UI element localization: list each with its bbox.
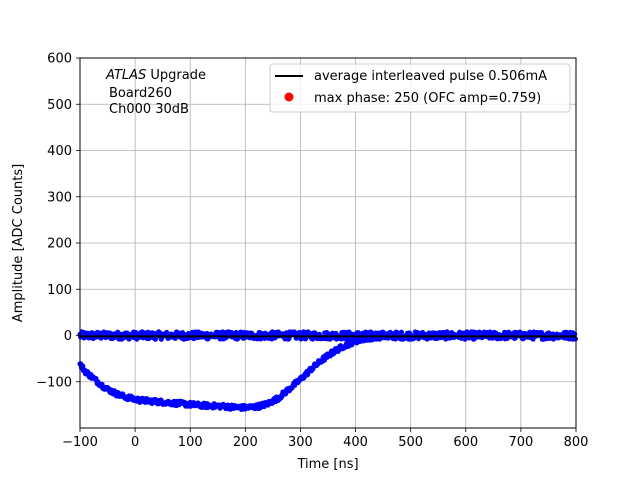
scatter-points xyxy=(77,329,578,413)
y-tick-label: −100 xyxy=(36,375,72,390)
legend-box xyxy=(269,63,571,113)
x-tick-label: 800 xyxy=(564,435,589,450)
x-tick-label: 700 xyxy=(508,435,533,450)
x-tick-label: 0 xyxy=(131,435,139,450)
y-tick-label: 300 xyxy=(47,190,72,205)
annotation-line-1: ATLAS Upgrade xyxy=(105,68,206,83)
y-tick-label: 400 xyxy=(47,144,72,159)
baseline-point xyxy=(398,329,405,335)
legend-entry-average-pulse: average interleaved pulse 0.506mA xyxy=(314,69,547,84)
baseline-point xyxy=(572,336,578,342)
x-tick-label: 300 xyxy=(288,435,313,450)
legend-marker-swatch xyxy=(284,92,294,102)
y-tick-label: 500 xyxy=(47,98,72,113)
y-tick-label: 100 xyxy=(47,283,72,298)
legend-entry-max-phase: max phase: 250 (OFC amp=0.759) xyxy=(314,91,541,106)
x-axis-label: Time [ns] xyxy=(296,457,358,472)
annotation-line-3: Ch000 30dB xyxy=(109,102,189,117)
y-axis-ticks: −100 0 100 200 300 400 500 600 xyxy=(36,52,80,390)
legend: average interleaved pulse 0.506mA max ph… xyxy=(269,63,571,113)
annotation-atlas: ATLAS xyxy=(105,68,146,83)
annotation-line-2: Board260 xyxy=(109,86,172,101)
x-tick-label: 200 xyxy=(233,435,258,450)
annotation-upgrade: Upgrade xyxy=(146,68,206,83)
x-tick-label: 400 xyxy=(343,435,368,450)
y-tick-label: 0 xyxy=(64,329,72,344)
baseline-point xyxy=(249,330,255,337)
pulse-point xyxy=(99,381,105,387)
x-tick-label: 500 xyxy=(398,435,423,450)
y-axis-label: Amplitude [ADC Counts] xyxy=(11,164,26,322)
atlas-annotation: ATLAS Upgrade Board260 Ch000 30dB xyxy=(105,68,206,117)
x-tick-label: 600 xyxy=(453,435,478,450)
x-axis-ticks: −100 0 100 200 300 400 500 600 700 800 xyxy=(62,428,588,450)
x-tick-label: 100 xyxy=(178,435,203,450)
x-tick-label: −100 xyxy=(62,435,98,450)
y-tick-label: 200 xyxy=(47,237,72,252)
y-tick-label: 600 xyxy=(47,52,72,67)
